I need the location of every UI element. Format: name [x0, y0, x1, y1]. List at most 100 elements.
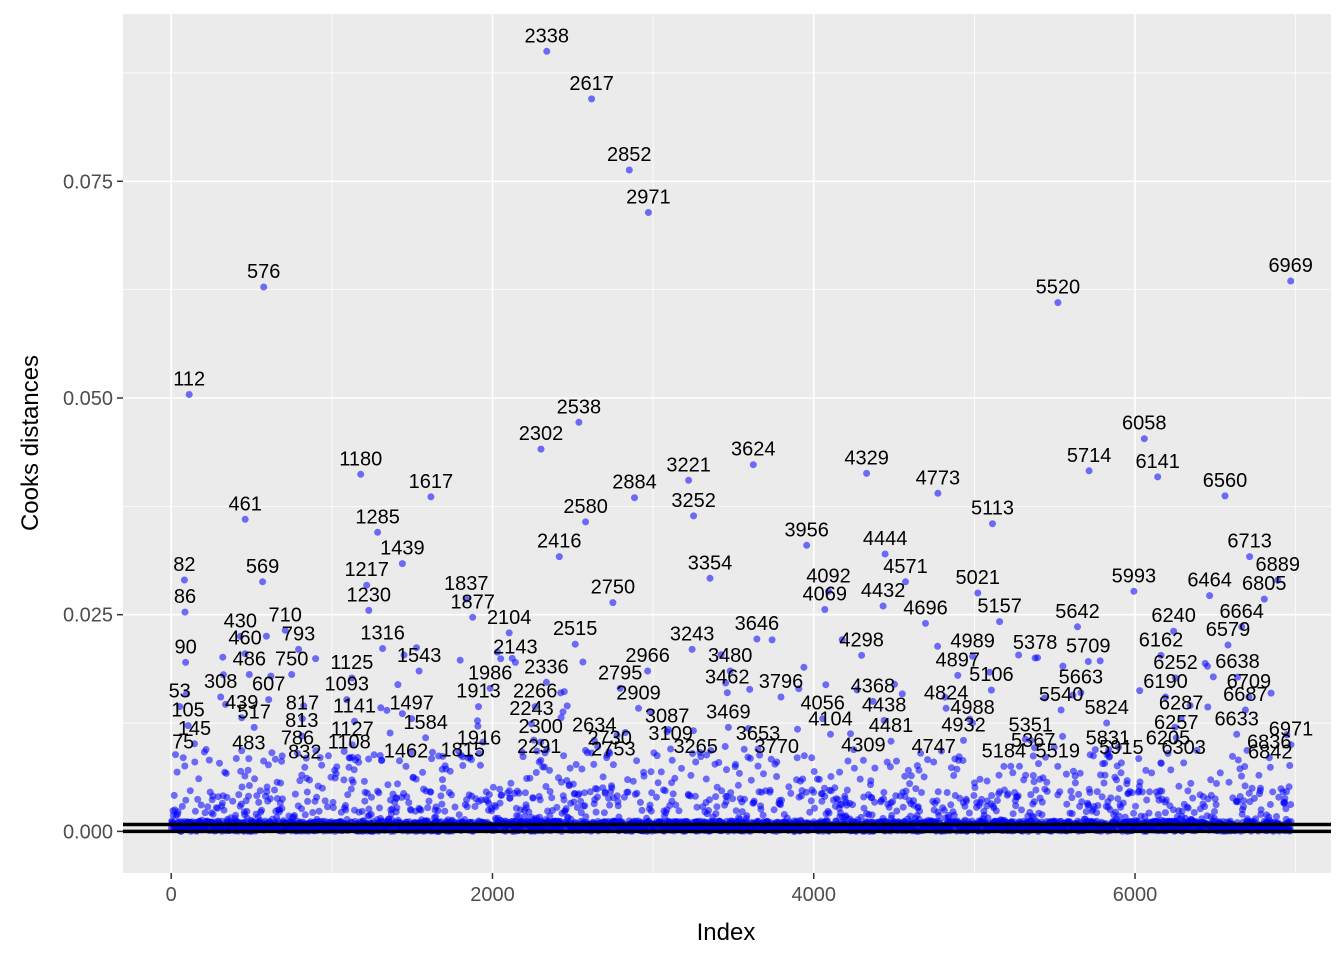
- outlier-point: [821, 606, 829, 613]
- x-tick-label: 6000: [1113, 884, 1158, 906]
- outlier-point: [881, 550, 889, 558]
- data-point: [1275, 793, 1283, 801]
- data-point: [325, 752, 332, 760]
- data-point: [223, 793, 231, 801]
- y-tick-label: 0.025: [63, 605, 113, 627]
- point-label: 6162: [1139, 629, 1184, 651]
- data-point: [586, 788, 594, 796]
- data-point: [984, 814, 992, 822]
- outlier-point: [543, 47, 551, 55]
- data-point: [907, 772, 915, 780]
- outlier-point: [1287, 277, 1295, 285]
- outlier-point: [575, 418, 583, 426]
- data-point: [532, 769, 540, 776]
- point-label: 3265: [673, 736, 718, 758]
- outlier-point: [281, 626, 289, 634]
- data-point: [496, 799, 504, 807]
- data-point: [1241, 763, 1249, 770]
- data-point: [976, 775, 984, 783]
- outlier-point: [863, 469, 871, 477]
- data-point: [1266, 801, 1274, 808]
- point-label: 2300: [518, 716, 563, 738]
- data-point: [1059, 732, 1067, 740]
- data-point: [1106, 806, 1114, 814]
- data-point: [934, 788, 942, 796]
- data-point: [735, 769, 743, 777]
- data-point: [1257, 784, 1264, 792]
- data-point: [743, 812, 751, 820]
- data-point: [978, 795, 986, 803]
- data-point: [383, 706, 391, 714]
- data-point: [306, 776, 313, 784]
- point-label: 5915: [1099, 737, 1144, 759]
- data-point: [434, 807, 442, 815]
- data-point: [1007, 762, 1015, 770]
- data-point: [1142, 766, 1150, 774]
- data-point: [1209, 673, 1217, 681]
- data-point: [1132, 802, 1139, 810]
- data-point: [880, 795, 888, 803]
- outlier-point: [859, 756, 867, 764]
- data-point: [238, 747, 246, 755]
- data-point: [439, 784, 447, 792]
- data-point: [355, 758, 363, 766]
- data-point: [1248, 784, 1256, 792]
- outlier-point: [1130, 587, 1138, 595]
- outlier-point: [777, 693, 785, 701]
- data-point: [1029, 772, 1037, 779]
- data-point: [1067, 787, 1075, 795]
- data-point: [329, 798, 337, 806]
- point-label: 5709: [1066, 636, 1111, 658]
- data-point: [1138, 788, 1146, 796]
- data-point: [856, 775, 864, 783]
- point-label: 1230: [347, 584, 392, 606]
- data-point: [202, 746, 210, 753]
- data-point: [220, 806, 228, 814]
- data-point: [740, 745, 748, 753]
- data-point: [1093, 809, 1101, 817]
- point-label: 5113: [971, 498, 1014, 520]
- point-label: 5520: [1036, 277, 1081, 299]
- outlier-point: [379, 645, 387, 652]
- data-point: [633, 757, 641, 765]
- data-point: [396, 757, 403, 765]
- outlier-point: [1260, 595, 1268, 603]
- data-point: [519, 753, 527, 761]
- point-label: 6058: [1122, 413, 1167, 435]
- data-point: [201, 809, 209, 817]
- y-axis-title: Cooks distances: [17, 355, 44, 531]
- point-label: 2753: [591, 739, 636, 761]
- outlier-point: [1031, 654, 1039, 662]
- data-point: [243, 807, 251, 815]
- data-point: [1130, 809, 1138, 817]
- data-point: [715, 759, 723, 766]
- data-point: [1107, 794, 1115, 802]
- data-point: [712, 810, 720, 818]
- data-point: [891, 680, 898, 688]
- data-point: [533, 747, 541, 755]
- data-point: [329, 804, 337, 812]
- data-point: [653, 793, 660, 801]
- point-label: 4773: [916, 467, 961, 489]
- point-label: 6842: [1248, 741, 1293, 763]
- data-point: [560, 796, 568, 804]
- point-label: 3624: [731, 439, 776, 461]
- point-label: 5157: [977, 596, 1022, 618]
- data-point: [1082, 808, 1090, 816]
- data-point: [592, 808, 600, 816]
- data-point: [271, 755, 279, 763]
- data-point: [810, 768, 818, 775]
- data-point: [489, 783, 497, 791]
- point-label: 2909: [616, 682, 661, 704]
- data-point: [258, 806, 266, 814]
- outlier-point: [1224, 641, 1232, 649]
- x-axis-title: Index: [697, 919, 756, 946]
- data-point: [218, 799, 226, 807]
- data-point: [403, 793, 411, 801]
- data-point: [773, 773, 781, 780]
- data-point: [815, 775, 823, 783]
- data-point: [943, 789, 951, 796]
- data-point: [575, 790, 583, 798]
- point-label: 4747: [911, 736, 956, 758]
- data-point: [1240, 797, 1248, 805]
